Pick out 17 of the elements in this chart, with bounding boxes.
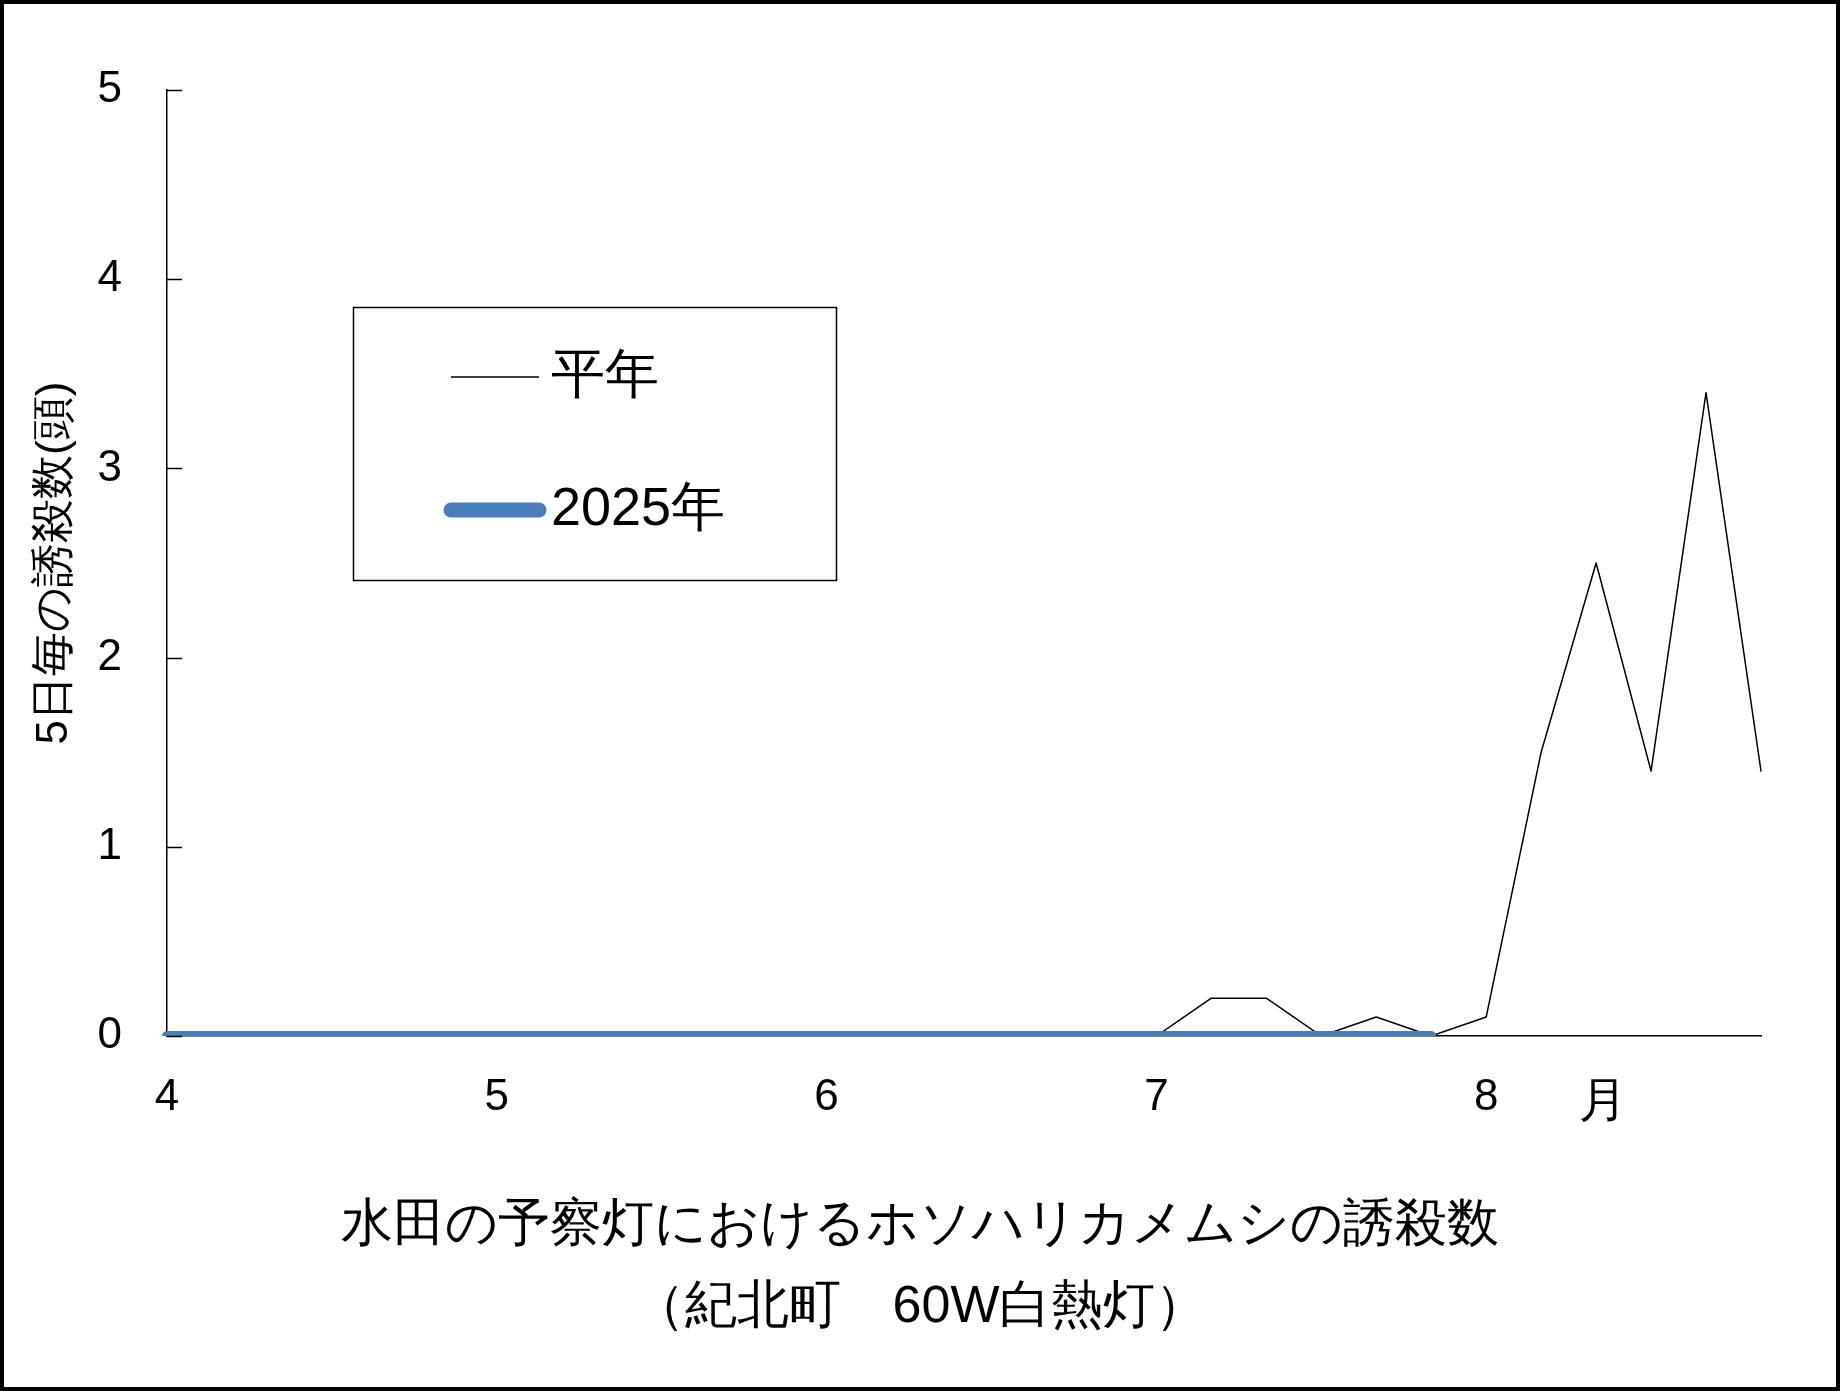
y-tick-label: 4 — [97, 251, 122, 301]
legend-label: 2025年 — [551, 475, 726, 536]
y-tick-label: 5 — [97, 62, 122, 112]
x-tick-label: 6 — [814, 1069, 839, 1119]
y-axis-title: 5日毎の誘殺数(頭) — [27, 381, 77, 745]
x-tick-label: 8 — [1473, 1069, 1499, 1119]
text: （紀北町 60W白熱灯） — [632, 1275, 1208, 1334]
legend-label: 平年 — [551, 342, 659, 403]
y-tick-label: 1 — [97, 818, 122, 868]
y-tick-label: 2 — [97, 629, 122, 679]
x-tick-label: 5 — [484, 1069, 510, 1119]
text: 水田の予察灯におけるホソハリカメムシの誘殺数 — [341, 1193, 1499, 1252]
x-tick-label: 7 — [1144, 1069, 1169, 1119]
y-tick-label: 0 — [97, 1008, 122, 1058]
x-tick-label: 4 — [154, 1069, 180, 1119]
y-tick-label: 3 — [97, 440, 122, 490]
x-axis-title: 月 — [1579, 1073, 1628, 1127]
